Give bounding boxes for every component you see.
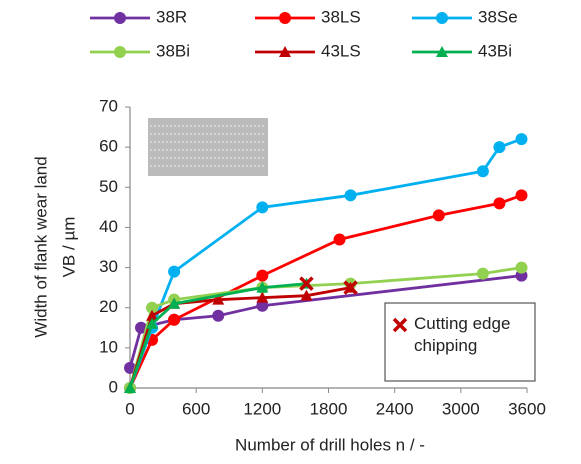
point xyxy=(256,299,269,312)
point xyxy=(168,313,181,326)
y-tick-label: 20 xyxy=(99,297,118,316)
chipping-marker xyxy=(299,276,314,291)
point xyxy=(476,165,489,178)
point xyxy=(515,189,528,202)
point xyxy=(493,197,506,210)
point xyxy=(146,309,159,321)
chipping-marker xyxy=(392,317,408,333)
point xyxy=(168,265,181,278)
point xyxy=(279,12,291,24)
point xyxy=(256,269,269,282)
y-tick-label: 50 xyxy=(99,177,118,196)
legend-label: 38Se xyxy=(478,7,518,26)
point xyxy=(124,361,136,374)
point xyxy=(114,46,126,58)
point xyxy=(476,267,489,280)
y-tick-label: 0 xyxy=(109,377,118,396)
chipping-legend: Cutting edge chipping xyxy=(414,314,511,355)
point xyxy=(212,293,225,305)
legend-label: 38R xyxy=(156,7,187,26)
point xyxy=(279,46,291,57)
point xyxy=(135,321,148,334)
x-axis-label: Number of drill holes n / - xyxy=(235,435,425,454)
x-tick-label: 600 xyxy=(182,399,210,418)
inset-pattern xyxy=(150,125,266,167)
legend-label: 43Bi xyxy=(478,41,512,60)
point xyxy=(493,141,506,154)
y-axis-label: VB / µm xyxy=(59,217,78,278)
x-tick-label: 3000 xyxy=(442,399,480,418)
chipping-marker xyxy=(343,280,358,295)
x-tick-label: 1800 xyxy=(310,399,348,418)
point xyxy=(256,201,269,214)
point xyxy=(333,233,346,246)
point xyxy=(212,309,225,322)
point xyxy=(515,261,528,274)
x-tick-label: 0 xyxy=(125,399,134,418)
point xyxy=(256,291,269,303)
point xyxy=(146,301,159,314)
y-axis-label: Width of flank wear land xyxy=(31,156,50,337)
point xyxy=(344,189,357,202)
y-tick-label: 70 xyxy=(99,96,118,115)
legend-label: 38Bi xyxy=(156,41,190,60)
y-tick-label: 60 xyxy=(99,137,118,156)
point xyxy=(300,289,313,301)
inset-image xyxy=(148,118,268,176)
x-tick-label: 1200 xyxy=(243,399,281,418)
chipping-legend-box xyxy=(384,302,536,382)
legend-label: 43LS xyxy=(321,41,361,60)
legend-label: Cutting edge chipping xyxy=(414,314,511,355)
point xyxy=(168,297,181,309)
point xyxy=(256,281,269,293)
legend-label: 38LS xyxy=(321,7,361,26)
y-tick-label: 10 xyxy=(99,337,118,356)
point xyxy=(515,133,528,146)
point xyxy=(436,46,448,57)
y-tick-label: 30 xyxy=(99,257,118,276)
x-tick-label: 3600 xyxy=(508,399,546,418)
point xyxy=(436,12,448,24)
point xyxy=(432,209,445,222)
point xyxy=(114,12,126,24)
x-tick-label: 2400 xyxy=(376,399,414,418)
point xyxy=(124,382,136,393)
y-tick-label: 40 xyxy=(99,217,118,236)
series-line xyxy=(128,274,522,369)
point xyxy=(146,317,159,329)
